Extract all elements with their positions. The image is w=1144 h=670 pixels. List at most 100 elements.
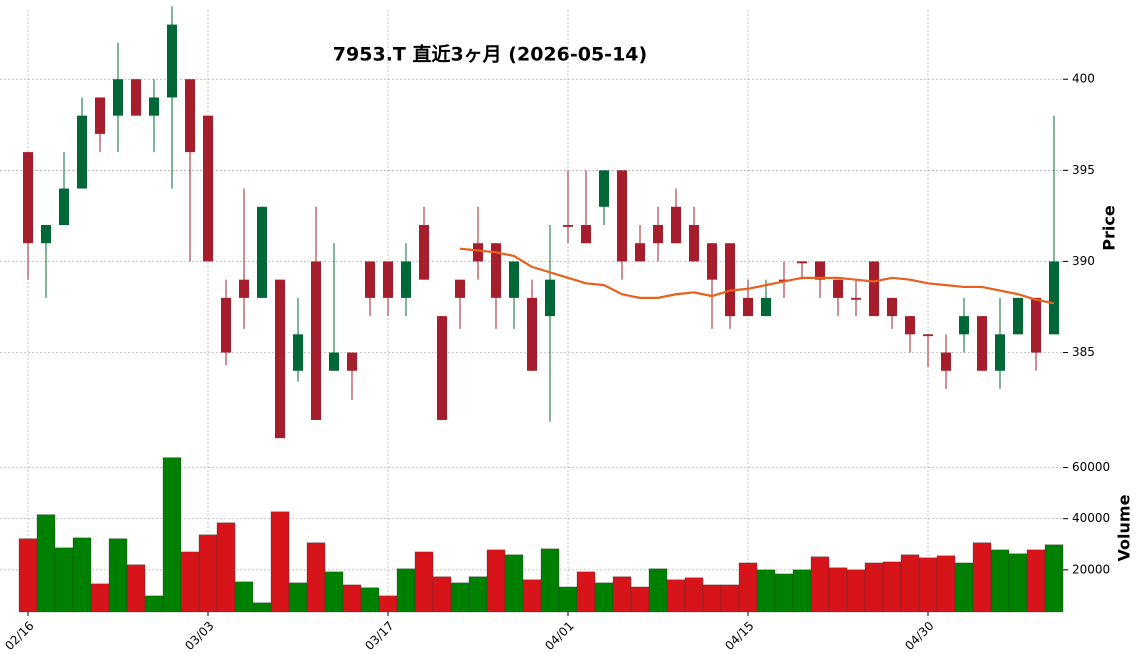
volume-bar [540, 548, 560, 613]
candle-body [437, 316, 447, 420]
volume-bar [1008, 553, 1028, 613]
volume-bar [576, 571, 596, 613]
volume-bar [522, 579, 542, 613]
y-tick-label: 40000 [1072, 511, 1110, 525]
volume-bar [972, 542, 992, 613]
y-axis-label: Volume [1115, 494, 1134, 561]
volume-bar [558, 586, 578, 613]
candle-body [473, 243, 483, 262]
candle-body [977, 316, 987, 371]
candle-body [581, 225, 591, 244]
candle-body [221, 297, 231, 353]
volume-bar [612, 576, 632, 613]
candle-body [959, 316, 969, 335]
y-tick-label: 20000 [1072, 562, 1110, 576]
candle-body [203, 115, 213, 262]
y-tick-label: 60000 [1072, 460, 1110, 474]
candle-body [725, 243, 735, 317]
candle-body [257, 206, 267, 298]
volume-bar [738, 562, 758, 613]
volume-bar [360, 587, 380, 613]
volume-bar [198, 534, 218, 613]
candle-body [563, 225, 573, 227]
volume-bar [882, 561, 902, 613]
volume-bar [990, 549, 1010, 613]
volume-bar [396, 568, 416, 613]
candle-body [77, 115, 87, 189]
candle-body [293, 334, 303, 371]
volume-bar [666, 579, 686, 613]
candle-body [1049, 261, 1059, 335]
volume-bar [252, 602, 272, 613]
candle-body [455, 279, 465, 298]
volume-bar [936, 555, 956, 613]
volume-bar [756, 569, 776, 613]
y-axis-label: Price [1100, 205, 1119, 251]
candle-body [365, 261, 375, 298]
volume-bar [504, 554, 524, 613]
volume-bar [432, 576, 452, 613]
volume-bar [810, 556, 830, 613]
candle-body [401, 261, 411, 298]
volume-bar [144, 595, 164, 613]
y-tick-label: 400 [1072, 72, 1095, 86]
candle-body [311, 261, 321, 420]
candle-body [545, 279, 555, 317]
volume-bar [1026, 549, 1046, 613]
volume-bar [900, 554, 920, 613]
volume-bar [306, 542, 326, 613]
candle-body [419, 225, 429, 280]
candle-body [491, 243, 501, 298]
volume-bar [1044, 544, 1064, 613]
candle-body [689, 225, 699, 262]
candle-body [149, 97, 159, 116]
candle-body [113, 79, 123, 116]
volume-bar [846, 569, 866, 613]
y-tick-label: 385 [1072, 345, 1095, 359]
candle-body [995, 334, 1005, 371]
candle-body [941, 352, 951, 371]
volume-bar [918, 557, 938, 613]
x-tick-label: 04/30 [902, 619, 936, 653]
candle-body [275, 279, 285, 439]
candle-body [905, 316, 915, 335]
candle-body [329, 352, 339, 371]
volume-bar [36, 514, 56, 613]
volume-bar [378, 595, 398, 613]
volume-bar [720, 584, 740, 613]
volume-bar [486, 549, 506, 613]
volume-bar [792, 569, 812, 613]
volume-bar [72, 537, 92, 613]
x-tick-label: 04/01 [542, 619, 576, 653]
volume-bar [180, 551, 200, 613]
candle-body [617, 170, 627, 262]
volume-bar [648, 568, 668, 613]
candle-body [1031, 297, 1041, 353]
candle-body [383, 261, 393, 298]
volume-bar [864, 562, 884, 613]
candle-body [59, 188, 69, 225]
volume-bar [324, 571, 344, 613]
candle-body [1013, 297, 1023, 335]
volume-bar [108, 538, 128, 613]
volume-bar [450, 582, 470, 613]
x-tick-label: 03/03 [182, 619, 216, 653]
volume-bar [630, 586, 650, 613]
candle-body [23, 152, 33, 244]
candle-body [653, 225, 663, 244]
candle-body [599, 170, 609, 207]
candle-body [635, 243, 645, 262]
candle-body [167, 24, 177, 98]
candle-body [707, 243, 717, 280]
candle-body [797, 261, 807, 264]
candle-body [185, 79, 195, 153]
candle-body [815, 261, 825, 280]
volume-bar [234, 581, 254, 613]
volume-bar [594, 582, 614, 613]
candle-body [887, 297, 897, 317]
y-tick-label: 390 [1072, 254, 1095, 268]
x-tick-label: 03/17 [362, 619, 396, 653]
candle-body [239, 279, 249, 298]
candle-body [761, 297, 771, 317]
